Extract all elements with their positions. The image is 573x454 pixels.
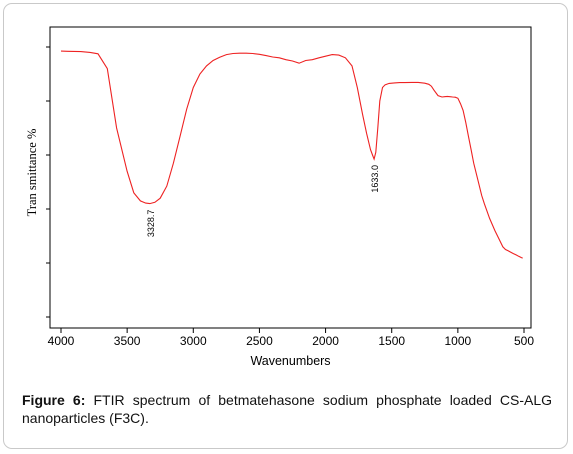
x-axis-label: Wavenumbers <box>250 354 330 368</box>
x-axis-ticks <box>60 328 525 333</box>
peak-annotations: 3328.7 1633.0 <box>146 165 380 237</box>
peak-label-0: 3328.7 <box>146 210 156 238</box>
figure-caption: Figure 6: FTIR spectrum of betmatehasone… <box>22 391 552 427</box>
y-axis-ticks <box>46 46 50 318</box>
caption-label: Figure 6: <box>22 392 86 408</box>
x-tick-label-0: 4000 <box>48 334 75 348</box>
ftir-chart: 4000 3500 3000 2500 2000 1500 1000 500 3328.7 16… <box>25 26 535 368</box>
x-axis-tick-labels: 4000 3500 3000 2500 2000 1500 1000 500 <box>48 334 535 348</box>
peak-label-1: 1633.0 <box>370 165 380 193</box>
x-tick-label-2: 3000 <box>180 334 207 348</box>
x-tick-label-7: 500 <box>514 334 534 348</box>
caption-text: FTIR spectrum of betmatehasone sodium ph… <box>22 392 552 426</box>
x-tick-label-5: 1500 <box>378 334 405 348</box>
x-tick-label-6: 1000 <box>445 334 472 348</box>
y-axis-label: Tran smittance % <box>25 129 39 217</box>
x-tick-label-4: 2000 <box>312 334 339 348</box>
figure-frame <box>3 3 568 449</box>
plot-area <box>49 26 532 329</box>
x-tick-label-1: 3500 <box>114 334 141 348</box>
spectrum-line <box>60 50 523 259</box>
x-tick-label-3: 2500 <box>246 334 273 348</box>
